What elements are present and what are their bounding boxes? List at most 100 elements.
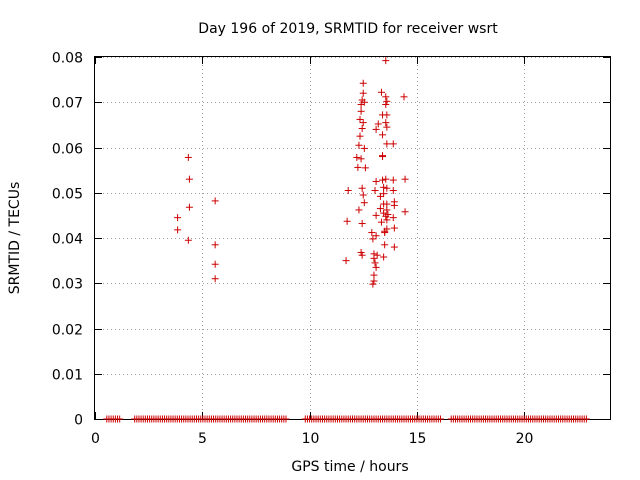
data-point xyxy=(358,220,366,228)
y-axis-label: SRMTID / TECUs xyxy=(7,182,23,295)
data-point xyxy=(389,140,397,148)
data-point xyxy=(381,241,389,249)
data-point xyxy=(356,132,364,140)
data-point xyxy=(374,120,382,128)
data-point-zero xyxy=(116,415,124,423)
data-point xyxy=(379,176,387,184)
data-point xyxy=(360,199,368,207)
y-tick-label: 0.05 xyxy=(52,187,83,203)
data-point xyxy=(372,263,380,271)
data-point xyxy=(174,214,182,222)
data-point xyxy=(373,251,381,259)
data-point xyxy=(377,88,385,96)
data-point xyxy=(381,229,389,237)
data-point xyxy=(360,144,368,152)
data-point xyxy=(372,177,380,185)
x-axis-label: GPS time / hours xyxy=(291,459,408,475)
x-tick-label: 0 xyxy=(91,431,100,447)
data-point xyxy=(383,97,391,105)
data-point xyxy=(376,205,384,213)
data-point-zero xyxy=(282,415,290,423)
data-point xyxy=(383,123,391,131)
data-point xyxy=(174,226,182,234)
data-point xyxy=(383,140,391,148)
data-point xyxy=(377,218,385,226)
data-point xyxy=(383,216,391,224)
data-point xyxy=(184,153,192,161)
data-point xyxy=(184,236,192,244)
y-tick-label: 0 xyxy=(74,413,83,429)
data-point xyxy=(354,163,362,171)
data-point xyxy=(211,197,219,205)
data-point xyxy=(380,190,388,198)
data-point xyxy=(383,111,391,119)
data-point xyxy=(400,93,408,101)
x-tick-label: 10 xyxy=(302,431,320,447)
data-point xyxy=(389,176,397,184)
data-point xyxy=(370,254,378,262)
data-point xyxy=(370,277,378,285)
data-point xyxy=(344,186,352,194)
data-point xyxy=(361,164,369,172)
data-point xyxy=(390,243,398,251)
data-point xyxy=(211,241,219,249)
data-point xyxy=(355,206,363,214)
y-tick-label: 0.06 xyxy=(52,142,83,158)
data-point xyxy=(353,153,361,161)
data-point xyxy=(359,79,367,87)
data-point xyxy=(358,184,366,192)
data-point xyxy=(383,225,391,233)
data-point xyxy=(368,229,376,237)
y-tick-label: 0.08 xyxy=(52,51,83,67)
data-point xyxy=(389,214,397,222)
data-point xyxy=(211,275,219,283)
data-point xyxy=(359,119,367,127)
data-points xyxy=(103,57,590,423)
data-point xyxy=(372,232,380,240)
data-point xyxy=(370,271,378,279)
data-point xyxy=(359,89,367,97)
data-point xyxy=(371,186,379,194)
data-point xyxy=(185,175,193,183)
data-point xyxy=(372,211,380,219)
data-point xyxy=(369,280,377,288)
chart-title: Day 196 of 2019, SRMTID for receiver wsr… xyxy=(198,21,498,37)
data-point xyxy=(211,260,219,268)
data-point xyxy=(383,200,391,208)
data-point xyxy=(401,208,409,216)
grid xyxy=(95,57,610,419)
data-point xyxy=(356,115,364,123)
y-tick-label: 0.07 xyxy=(52,96,83,112)
data-point xyxy=(371,259,379,267)
y-tick-label: 0.01 xyxy=(52,368,83,384)
data-point xyxy=(379,131,387,139)
data-point xyxy=(382,101,390,109)
data-point xyxy=(383,184,391,192)
data-point-zero xyxy=(582,415,590,423)
tick-labels: 0 5 10 15 20 0 0.01 0.02 0.03 0.04 0.05 0.06 0.07 0.0… xyxy=(52,51,534,448)
data-point xyxy=(369,235,377,243)
data-point xyxy=(357,107,365,115)
data-point xyxy=(401,175,409,183)
ticks xyxy=(95,57,610,420)
data-point xyxy=(379,153,387,161)
data-point xyxy=(382,57,390,65)
x-tick-label: 15 xyxy=(409,431,427,447)
data-point xyxy=(390,224,398,232)
data-point xyxy=(358,251,366,259)
y-tick-label: 0.04 xyxy=(52,232,83,248)
data-point xyxy=(382,119,390,127)
data-point xyxy=(342,257,350,265)
data-point xyxy=(355,141,363,149)
data-point xyxy=(384,210,392,218)
data-point xyxy=(390,201,398,209)
data-point xyxy=(359,191,367,199)
data-point xyxy=(380,253,388,261)
data-point xyxy=(382,93,390,101)
data-point xyxy=(358,124,366,132)
data-point xyxy=(382,175,390,183)
data-point xyxy=(360,98,368,106)
y-tick-label: 0.03 xyxy=(52,277,83,293)
